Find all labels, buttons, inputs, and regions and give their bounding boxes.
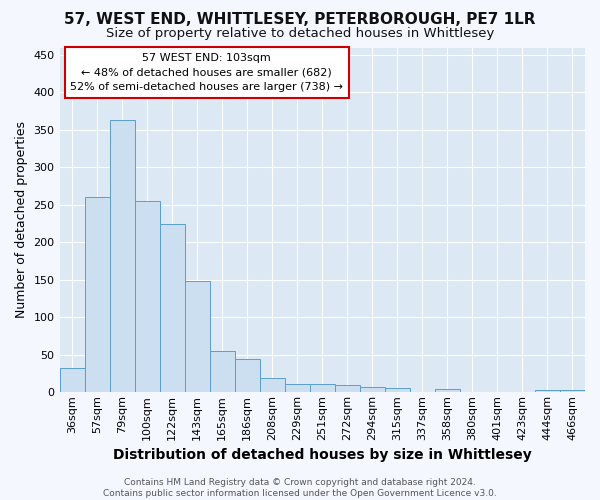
Bar	[310, 384, 335, 392]
Bar	[435, 390, 460, 392]
Bar	[85, 198, 110, 392]
Bar	[535, 390, 560, 392]
Bar	[260, 378, 285, 392]
Text: Contains HM Land Registry data © Crown copyright and database right 2024.
Contai: Contains HM Land Registry data © Crown c…	[103, 478, 497, 498]
Bar	[160, 224, 185, 392]
Y-axis label: Number of detached properties: Number of detached properties	[15, 122, 28, 318]
Bar	[235, 360, 260, 392]
Bar	[185, 282, 209, 393]
Bar	[385, 388, 410, 392]
Text: 57 WEST END: 103sqm
← 48% of detached houses are smaller (682)
52% of semi-detac: 57 WEST END: 103sqm ← 48% of detached ho…	[70, 52, 343, 92]
Bar	[285, 384, 310, 392]
X-axis label: Distribution of detached houses by size in Whittlesey: Distribution of detached houses by size …	[113, 448, 532, 462]
Bar	[110, 120, 134, 392]
Bar	[360, 387, 385, 392]
Text: 57, WEST END, WHITTLESEY, PETERBOROUGH, PE7 1LR: 57, WEST END, WHITTLESEY, PETERBOROUGH, …	[64, 12, 536, 28]
Bar	[209, 351, 235, 393]
Bar	[335, 385, 360, 392]
Text: Size of property relative to detached houses in Whittlesey: Size of property relative to detached ho…	[106, 28, 494, 40]
Bar	[134, 201, 160, 392]
Bar	[59, 368, 85, 392]
Bar	[560, 390, 585, 392]
